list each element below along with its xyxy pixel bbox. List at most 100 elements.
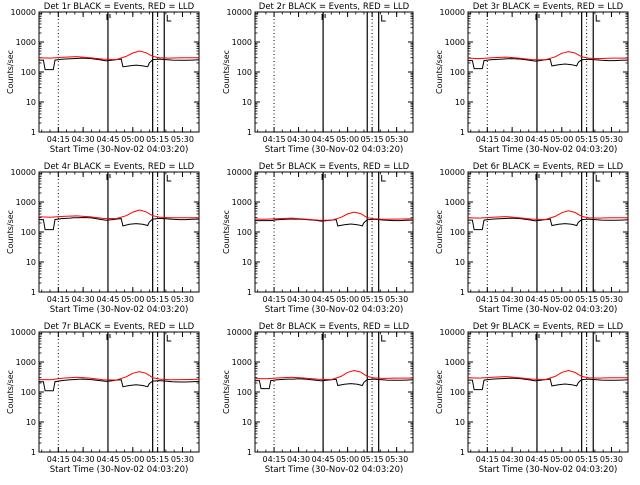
plot-frame	[254, 11, 414, 133]
x-tick-label: 05:00	[550, 295, 573, 304]
panel-title: Det 7r BLACK = Events, RED = LLD	[44, 322, 195, 332]
y-axis-label: Counts/sec	[222, 210, 231, 254]
y-tick-label: 1	[31, 288, 36, 297]
x-axis-label: Start Time (30-Nov-02 04:03:20)	[479, 305, 618, 315]
y-axis-label: Counts/sec	[6, 210, 15, 254]
detector-panel-7: Det 7r BLACK = Events, RED = LLD 1 10 100 10…	[6, 322, 200, 475]
marker-flag	[535, 334, 540, 340]
marker-flag	[321, 14, 326, 20]
y-tick-label: 10	[455, 418, 465, 427]
x-tick-label: 05:00	[550, 455, 573, 464]
x-tick-label: 05:15	[361, 295, 384, 304]
x-tick-label: 05:15	[361, 135, 384, 144]
x-tick-label: 05:00	[336, 455, 359, 464]
detector-panel-4: Det 4r BLACK = Events, RED = LLD 1 10 100 10…	[6, 162, 200, 315]
events-series-line	[468, 217, 629, 231]
panel-title: Det 8r BLACK = Events, RED = LLD	[259, 322, 410, 332]
marker-flag	[166, 335, 172, 342]
y-tick-label: 1000	[445, 358, 465, 367]
events-series-line	[255, 378, 414, 390]
x-tick-label: 05:30	[171, 455, 194, 464]
x-tick-label: 04:45	[312, 455, 335, 464]
marker-flag	[535, 14, 540, 20]
x-tick-label: 05:15	[361, 455, 384, 464]
x-tick-label: 04:30	[287, 135, 310, 144]
y-tick-label: 1	[460, 448, 465, 457]
events-series-line	[255, 218, 414, 227]
marker-flag	[535, 174, 540, 180]
y-tick-label: 100	[21, 388, 36, 397]
y-tick-label: 10	[455, 258, 465, 267]
y-tick-label: 100	[237, 388, 252, 397]
x-tick-label: 04:15	[476, 455, 499, 464]
events-series-line	[468, 377, 629, 391]
y-tick-label: 1000	[232, 38, 252, 47]
panel-title: Det 2r BLACK = Events, RED = LLD	[259, 2, 410, 12]
y-axis-label: Counts/sec	[435, 50, 444, 94]
x-axis-label: Start Time (30-Nov-02 04:03:20)	[50, 305, 189, 315]
lld-series-line	[254, 369, 413, 381]
y-tick-label: 10	[26, 98, 36, 107]
x-axis-label: Start Time (30-Nov-02 04:03:20)	[479, 145, 618, 155]
y-tick-label: 1	[460, 128, 465, 137]
panel-title: Det 4r BLACK = Events, RED = LLD	[44, 162, 195, 172]
y-tick-label: 100	[21, 228, 36, 237]
lld-series-line	[467, 210, 628, 221]
x-axis-label: Start Time (30-Nov-02 04:03:20)	[265, 465, 404, 475]
lld-series-line	[38, 50, 199, 61]
x-axis-label: Start Time (30-Nov-02 04:03:20)	[50, 465, 189, 475]
lld-series-line	[467, 369, 628, 381]
x-tick-label: 05:15	[146, 455, 169, 464]
y-tick-label: 10000	[11, 168, 36, 177]
y-axis-label: Counts/sec	[6, 50, 15, 94]
x-tick-label: 04:45	[96, 135, 119, 144]
x-tick-label: 04:30	[287, 295, 310, 304]
x-tick-label: 04:30	[501, 295, 524, 304]
plot-frame	[467, 331, 629, 453]
x-axis-label: Start Time (30-Nov-02 04:03:20)	[479, 465, 618, 475]
x-tick-label: 04:45	[525, 135, 548, 144]
marker-flag	[166, 15, 172, 22]
lld-series-line	[254, 211, 414, 221]
plot-frame	[38, 171, 200, 293]
y-tick-label: 100	[450, 68, 465, 77]
marker-flag	[321, 334, 326, 340]
x-tick-label: 05:15	[575, 295, 598, 304]
y-tick-label: 1	[247, 288, 252, 297]
y-tick-label: 10000	[11, 328, 36, 337]
x-axis-label: Start Time (30-Nov-02 04:03:20)	[50, 145, 189, 155]
x-tick-label: 04:45	[525, 295, 548, 304]
x-tick-label: 04:30	[287, 455, 310, 464]
y-tick-label: 100	[237, 228, 252, 237]
marker-flag	[381, 15, 386, 22]
y-tick-label: 1000	[232, 358, 252, 367]
x-tick-label: 04:15	[47, 295, 70, 304]
detector-panel-2: Det 2r BLACK = Events, RED = LLD 1 10 100 10…	[222, 2, 414, 155]
y-tick-label: 1	[247, 448, 252, 457]
y-tick-label: 10000	[227, 328, 252, 337]
x-tick-label: 05:30	[600, 455, 623, 464]
marker-flag	[595, 335, 601, 342]
x-tick-label: 05:30	[171, 135, 194, 144]
x-axis-label: Start Time (30-Nov-02 04:03:20)	[265, 305, 404, 315]
x-tick-label: 05:30	[385, 135, 408, 144]
x-tick-label: 04:45	[96, 455, 119, 464]
y-axis-label: Counts/sec	[222, 50, 231, 94]
lld-series-line	[38, 209, 199, 220]
y-tick-label: 1000	[16, 358, 36, 367]
marker-flag	[321, 174, 326, 180]
plot-frame	[38, 11, 200, 133]
plot-frame	[467, 11, 629, 133]
x-tick-label: 05:15	[575, 455, 598, 464]
lld-series-line	[38, 371, 200, 381]
x-tick-label: 04:30	[72, 295, 95, 304]
events-series-line	[39, 57, 200, 71]
y-tick-label: 10	[26, 258, 36, 267]
y-tick-label: 10000	[440, 8, 465, 17]
x-tick-label: 04:30	[501, 135, 524, 144]
x-tick-label: 05:00	[121, 455, 144, 464]
marker-flag	[381, 175, 386, 182]
detector-panel-9: Det 9r BLACK = Events, RED = LLD 1 10 100 10…	[435, 322, 629, 475]
